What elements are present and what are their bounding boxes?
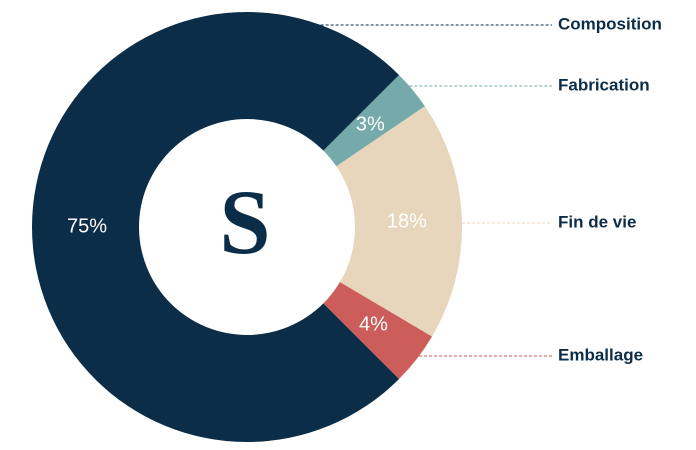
value-label: 18% xyxy=(387,210,427,232)
center-logo: S xyxy=(219,171,270,273)
value-label: 3% xyxy=(356,113,385,135)
category-label: Fin de vie xyxy=(558,212,636,231)
donut-slice xyxy=(336,106,462,337)
category-label: Emballage xyxy=(558,345,643,364)
category-label: Composition xyxy=(558,14,662,33)
donut-slice xyxy=(31,12,400,443)
donut-slice xyxy=(323,281,433,380)
value-label: 75% xyxy=(67,215,107,237)
donut-slice xyxy=(323,74,425,167)
value-label: 4% xyxy=(359,313,388,335)
category-label: Fabrication xyxy=(558,75,650,94)
